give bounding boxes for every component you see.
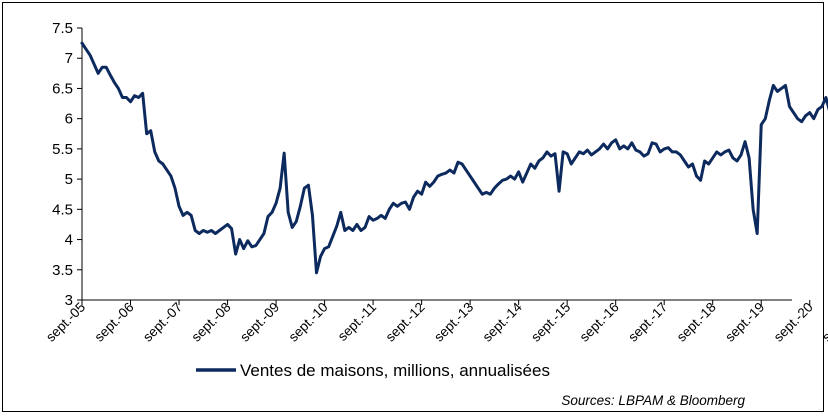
y-tick-label: 6 — [65, 111, 73, 128]
y-tick-label: 4.5 — [52, 201, 73, 218]
y-tick-label: 7.5 — [52, 20, 73, 37]
x-tick-label: sept.-20 — [771, 300, 816, 345]
series-line — [80, 41, 828, 275]
y-tick-label: 6.5 — [52, 80, 73, 97]
legend: Ventes de maisons, millions, annualisées — [196, 361, 550, 380]
x-tick-label: sept.-07 — [140, 300, 185, 345]
chart-frame — [2, 2, 824, 412]
x-tick-label: sept.-13 — [431, 300, 476, 345]
x-tick-label: sept.-06 — [92, 300, 137, 345]
x-tick-label: sept.-10 — [286, 300, 331, 345]
x-tick-label: sept.-21 — [819, 300, 828, 345]
y-tick-label: 7 — [65, 50, 73, 67]
x-tick-label: sept.-08 — [189, 300, 234, 345]
x-tick-label: sept.-14 — [480, 299, 525, 344]
x-tick-label: sept.-12 — [383, 300, 428, 345]
y-axis: 3 3.5 4 4.5 5 5.5 6 6.5 7 7.5 — [52, 20, 83, 309]
y-tick-label: 3 — [65, 292, 73, 309]
y-tick-label: 5 — [65, 171, 73, 188]
y-tick-label: 3.5 — [52, 262, 73, 279]
x-tick-label: sept.-16 — [577, 300, 622, 345]
x-tick-label: sept.-17 — [625, 300, 670, 345]
x-tick-label: sept.-15 — [528, 300, 573, 345]
x-tick-label: sept.-09 — [237, 300, 282, 345]
y-tick-label: 4 — [65, 232, 73, 249]
x-tick-label: sept.-19 — [722, 300, 767, 345]
x-tick-label: sept.-11 — [335, 300, 379, 344]
legend-label: Ventes de maisons, millions, annualisées — [240, 361, 550, 380]
y-tick-label: 5.5 — [52, 141, 73, 158]
source-note: Sources: LBPAM & Bloomberg — [561, 393, 745, 408]
x-tick-label: sept.-18 — [674, 300, 719, 345]
x-axis: sept.-05 sept.-06 sept.-07 sept.-08 sept.-09… — [43, 299, 828, 344]
